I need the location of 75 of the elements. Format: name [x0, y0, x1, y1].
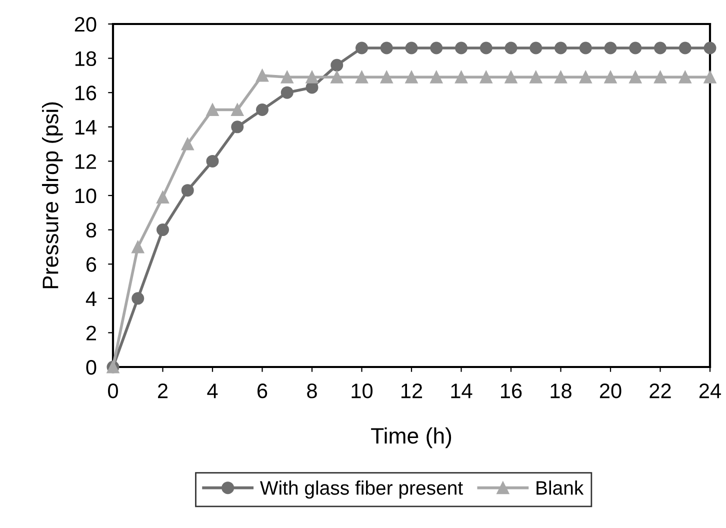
y-tick-label: 16: [75, 86, 96, 100]
x-tick-label: 10: [352, 384, 373, 398]
x-tick-label: 4: [207, 384, 218, 398]
legend-label: With glass fiber present: [260, 480, 463, 499]
point: [380, 42, 393, 54]
x-tick-label: 12: [402, 384, 422, 398]
point: [554, 70, 567, 84]
point: [405, 42, 418, 54]
point: [306, 70, 318, 84]
point: [256, 104, 268, 116]
y-tick-label: 0: [86, 360, 96, 375]
point: [132, 292, 144, 305]
x-tick-label: 2: [158, 384, 168, 398]
x-tick-label: 22: [650, 384, 671, 398]
point: [504, 42, 518, 54]
point: [480, 70, 492, 84]
point: [206, 104, 219, 116]
point: [604, 70, 617, 84]
point: [330, 58, 344, 72]
point: [604, 42, 617, 54]
legend-label: Blank: [536, 480, 584, 495]
point: [280, 86, 294, 99]
point: [579, 42, 592, 54]
point: [678, 70, 692, 84]
point: [704, 70, 716, 84]
y-tick-label: 8: [86, 222, 96, 238]
x-axis-title: Time (h): [371, 427, 452, 448]
point: [181, 184, 194, 197]
x-tick-label: 0: [108, 384, 118, 398]
y-tick-label: 18: [75, 51, 96, 66]
point: [405, 70, 418, 84]
y-tick-label: 20: [74, 17, 96, 32]
point: [181, 138, 194, 150]
y-tick-label: 6: [86, 257, 96, 272]
point: [380, 70, 393, 84]
point: [231, 104, 244, 116]
y-axis-title: Pressure drop (psi): [42, 102, 63, 288]
point: [554, 42, 567, 54]
point: [206, 154, 219, 168]
point: [480, 42, 492, 54]
x-tick-label: 16: [501, 384, 522, 398]
point: [678, 42, 692, 54]
y-tick-label: 14: [75, 120, 96, 134]
point: [356, 70, 368, 84]
point: [280, 70, 294, 84]
point: [330, 70, 344, 84]
x-tick-label: 24: [699, 384, 721, 398]
point: [530, 70, 542, 84]
point: [654, 42, 666, 54]
x-tick-label: 6: [258, 384, 268, 398]
point: [156, 190, 169, 204]
point: [629, 42, 642, 54]
point: [231, 120, 244, 134]
y-tick-label: 4: [86, 292, 96, 306]
y-tick-label: 10: [75, 188, 96, 204]
point: [430, 42, 443, 54]
point: [356, 42, 368, 54]
point: [654, 70, 666, 84]
point: [256, 69, 268, 82]
y-tick-label: 2: [86, 326, 96, 340]
point: [132, 240, 144, 254]
point: [530, 42, 542, 54]
point: [504, 70, 518, 84]
x-tick-label: 20: [600, 384, 622, 398]
y-tick-label: 12: [75, 154, 96, 169]
point: [579, 70, 592, 84]
x-tick-label: 14: [451, 384, 472, 398]
point: [455, 42, 468, 54]
point: [156, 224, 169, 236]
point: [629, 70, 642, 84]
point: [430, 70, 443, 84]
x-tick-label: 18: [550, 384, 572, 398]
x-tick-label: 8: [307, 384, 317, 398]
point: [704, 42, 716, 54]
point: [455, 70, 468, 84]
